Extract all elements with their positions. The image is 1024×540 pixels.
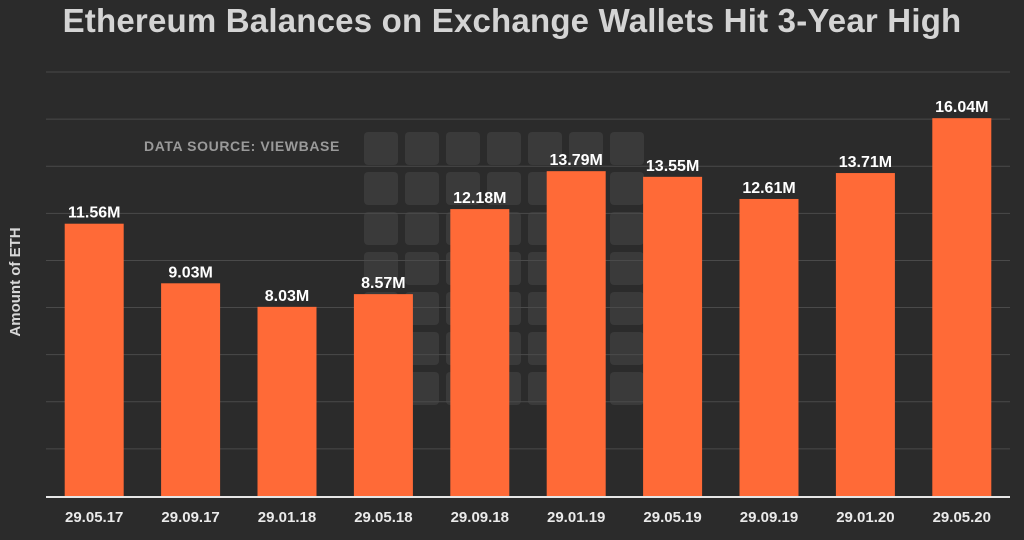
- watermark-cell: [405, 332, 439, 365]
- watermark-cell: [405, 292, 439, 325]
- y-axis-label: Amount of ETH: [7, 227, 24, 336]
- watermark-cell: [610, 332, 644, 365]
- x-tick-label: 29.01.18: [258, 509, 316, 526]
- watermark-cell: [364, 212, 398, 245]
- bar: [450, 209, 510, 497]
- watermark-cell: [364, 132, 398, 165]
- x-tick-label: 29.09.17: [161, 509, 219, 526]
- watermark-cell: [487, 132, 521, 165]
- bar: [257, 306, 317, 496]
- watermark-cell: [610, 172, 644, 205]
- bar: [835, 173, 895, 496]
- data-label: 9.03M: [168, 264, 212, 281]
- watermark-cell: [405, 172, 439, 205]
- data-label: 13.55M: [646, 158, 699, 175]
- data-label: 12.61M: [742, 180, 795, 197]
- watermark-cell: [446, 172, 480, 205]
- x-tick-label: 29.05.18: [354, 509, 412, 526]
- x-tick-label: 29.09.19: [740, 509, 798, 526]
- watermark-cell: [405, 372, 439, 405]
- watermark-cell: [610, 212, 644, 245]
- data-label: 13.79M: [550, 152, 603, 169]
- data-label: 12.18M: [453, 190, 506, 207]
- data-label: 16.04M: [935, 99, 988, 116]
- data-source-note: DATA SOURCE: VIEWBASE: [144, 138, 340, 154]
- watermark-cell: [446, 132, 480, 165]
- watermark-cell: [405, 212, 439, 245]
- x-tick-label: 29.05.20: [933, 509, 991, 526]
- data-label: 13.71M: [839, 154, 892, 171]
- data-label: 8.57M: [361, 275, 405, 292]
- bar: [932, 118, 992, 497]
- x-tick-labels-group: 29.05.17 29.09.17 29.01.18 29.05.18 29.09.18…: [65, 509, 991, 526]
- watermark-cell: [610, 292, 644, 325]
- watermark-cell: [528, 132, 562, 165]
- x-tick-label: 29.01.20: [836, 509, 894, 526]
- bar: [161, 283, 221, 496]
- x-tick-label: 29.05.19: [643, 509, 701, 526]
- watermark-cell: [610, 252, 644, 285]
- bars-group: [64, 118, 992, 497]
- data-labels-group: 11.56M 9.03M 8.03M 8.57M 12.18M 13.79M 13.55M 1…: [68, 99, 989, 305]
- watermark-cell: [569, 132, 603, 165]
- watermark-cell: [405, 132, 439, 165]
- data-label: 11.56M: [68, 205, 120, 222]
- watermark-cell: [364, 172, 398, 205]
- bar: [739, 198, 799, 496]
- watermark-cell: [487, 172, 521, 205]
- x-tick-label: 29.05.17: [65, 509, 123, 526]
- bar: [643, 176, 703, 497]
- chart-title: Ethereum Balances on Exchange Wallets Hi…: [62, 2, 962, 39]
- x-tick-label: 29.01.19: [547, 509, 605, 526]
- bar: [546, 171, 606, 496]
- watermark-cell: [610, 372, 644, 405]
- watermark-cell: [405, 252, 439, 285]
- bar: [353, 294, 413, 496]
- x-tick-label: 29.09.18: [451, 509, 509, 526]
- data-label: 8.03M: [265, 288, 309, 305]
- watermark-cell: [610, 132, 644, 165]
- bar: [64, 223, 124, 496]
